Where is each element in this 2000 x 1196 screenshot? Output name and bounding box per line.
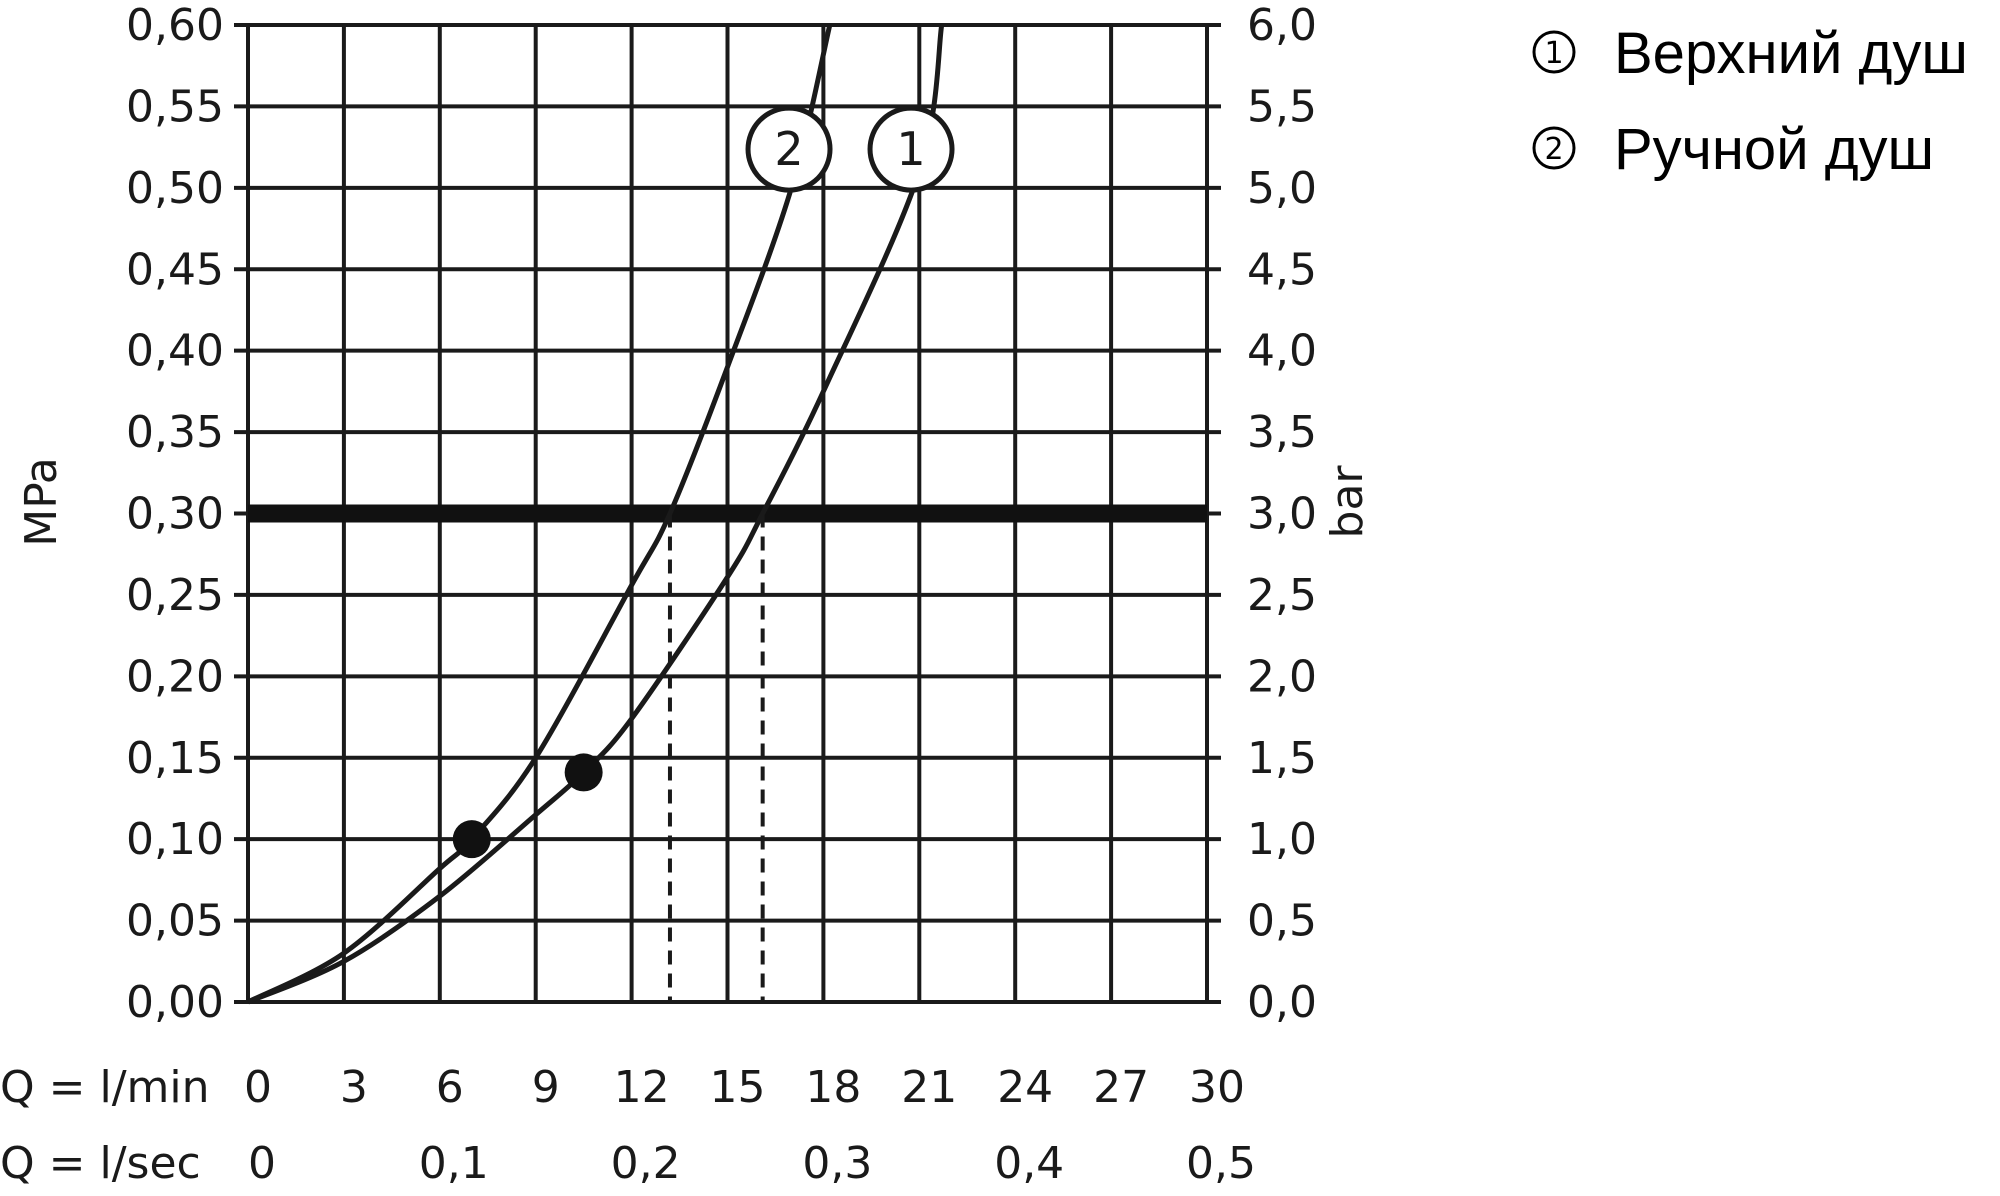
y-tick-label-right: 0,5 (1247, 896, 1317, 947)
y-axis-label-right: bar (1322, 465, 1373, 539)
y-tick-label-right: 6,0 (1247, 0, 1317, 51)
x-tick-label-lmin: 18 (805, 1062, 861, 1113)
y-ticks-right: 0,0 0,5 1,0 1,5 2,0 2,5 3,0 3,5 4,0 4,5 5,0 5,5 6,0 (1247, 0, 1317, 1028)
y-tick-label-left: 0,40 (126, 326, 224, 377)
series-curve-2 (246, 24, 833, 1005)
legend-marker-circle-1 (1532, 30, 1576, 74)
legend-item-label: Верхний душ (1614, 21, 1968, 86)
y-tick-label-right: 2,0 (1247, 651, 1317, 702)
y-tick-label-right: 4,0 (1247, 326, 1317, 377)
x-ticks: 0 3 6 9 12 15 18 21 24 27 30 0 0,1 0,2 0,3 0,4 0,5 (244, 1062, 1256, 1189)
series-curve-1 (247, 24, 945, 1005)
x-tick-label-lmin: 21 (901, 1062, 957, 1113)
y-tick-label-left: 0,15 (126, 733, 224, 784)
y-ticks-left: 0,00 0,05 0,10 0,15 0,20 0,25 0,30 0,35 0,40 0,45… (126, 0, 224, 1028)
y-tick-label-left: 0,00 (126, 977, 224, 1028)
y-tick-label-left: 0,05 (126, 896, 224, 947)
y-tick-label-right: 4,5 (1247, 244, 1317, 295)
x-tick-label-lmin: 9 (532, 1062, 560, 1113)
y-tick-label-right: 3,5 (1247, 407, 1317, 458)
y-tick-label-right: 5,0 (1247, 163, 1317, 214)
legend-marker-number-1: 1 (1544, 36, 1563, 71)
y-tick-label-right: 1,0 (1247, 814, 1317, 865)
y-tick-label-left: 0,25 (126, 570, 224, 621)
x-tick-label-lsec: 0 (248, 1138, 276, 1189)
x-tick-label-lmin: 6 (436, 1062, 464, 1113)
curve-marker-circle-1 (867, 105, 955, 193)
x-tick-label-lmin: 27 (1093, 1062, 1149, 1113)
curve-marker-circle-2 (745, 105, 833, 193)
reference-point-2 (452, 820, 491, 859)
y-tick-label-right: 3,0 (1247, 489, 1317, 540)
x-tick-label-lmin: 12 (614, 1062, 670, 1113)
legend-marker-circle-2 (1532, 126, 1576, 170)
x-tick-label-lmin: 3 (340, 1062, 368, 1113)
x-tick-label-lmin: 15 (710, 1062, 766, 1113)
x-tick-label-lmin: 30 (1189, 1062, 1245, 1113)
curve-marker-label-2: 2 (774, 122, 803, 176)
legend-item-label: Ручной душ (1614, 117, 1934, 182)
y-tick-label-right: 0,0 (1247, 977, 1317, 1028)
x-tick-label-lsec: 0,4 (994, 1138, 1064, 1189)
x-axis-label-lmin: Q = l/min (0, 1062, 210, 1113)
x-tick-label-lsec: 0,3 (802, 1138, 872, 1189)
y-tick-label-right: 2,5 (1247, 570, 1317, 621)
x-tick-label-lmin: 0 (244, 1062, 272, 1113)
y-tick-label-left: 0,50 (126, 163, 224, 214)
y-tick-label-right: 1,5 (1247, 733, 1317, 784)
y-tick-label-left: 0,60 (126, 0, 224, 51)
y-axis-label-left: MPa (16, 457, 67, 546)
legend-marker-number-2: 2 (1544, 132, 1563, 167)
legend: 1 Верхний душ 2 Ручной душ (1532, 21, 1968, 182)
y-tick-label-left: 0,45 (126, 244, 224, 295)
x-axis-label-lsec: Q = l/sec (0, 1138, 201, 1189)
curve-marker-label-1: 1 (896, 122, 925, 176)
x-tick-label-lmin: 24 (997, 1062, 1053, 1113)
curves: 12 (246, 24, 955, 1005)
y-tick-label-left: 0,20 (126, 651, 224, 702)
y-tick-label-left: 0,55 (126, 81, 224, 132)
y-tick-label-left: 0,30 (126, 489, 224, 540)
x-tick-label-lsec: 0,2 (611, 1138, 681, 1189)
y-tick-label-right: 5,5 (1247, 81, 1317, 132)
x-tick-label-lsec: 0,1 (419, 1138, 489, 1189)
x-tick-label-lsec: 0,5 (1186, 1138, 1256, 1189)
reference-point-1 (564, 753, 603, 792)
y-tick-label-left: 0,35 (126, 407, 224, 458)
y-tick-label-left: 0,10 (126, 814, 224, 865)
